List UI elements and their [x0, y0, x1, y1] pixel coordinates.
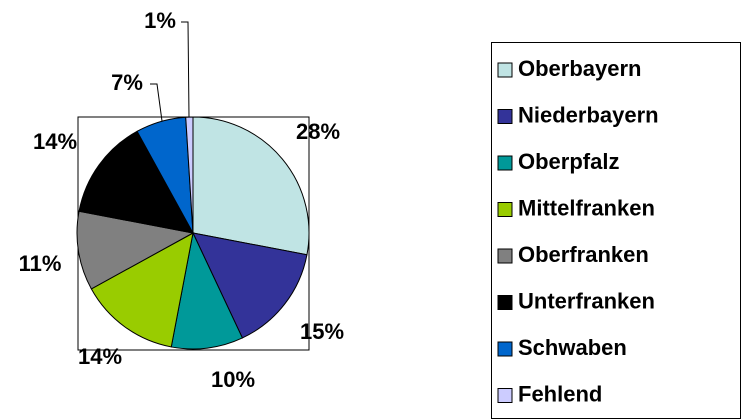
legend-swatch — [497, 388, 513, 403]
pie-slice — [90, 232, 194, 348]
legend-label: Oberpfalz — [518, 149, 619, 174]
legend-label: Niederbayern — [518, 102, 659, 127]
legend-label: Schwaben — [518, 335, 627, 360]
legend-box — [491, 42, 741, 419]
data-label: 11% — [19, 251, 62, 276]
legend-swatch — [497, 202, 513, 217]
data-label: 14% — [33, 129, 77, 154]
legend-swatch — [497, 295, 513, 310]
legend-label: Mittelfranken — [518, 195, 655, 220]
legend-label: Oberfranken — [518, 242, 649, 267]
legend-swatch — [497, 109, 513, 124]
data-label: 1% — [144, 8, 176, 33]
legend-swatch — [497, 248, 513, 264]
pie-slice — [76, 210, 195, 290]
data-label: 15% — [300, 319, 344, 344]
data-label: 28% — [296, 119, 340, 144]
legend-label: Oberbayern — [518, 56, 642, 81]
pie-slice — [185, 116, 194, 234]
data-label: 10% — [211, 367, 255, 392]
data-label: 14% — [78, 344, 122, 369]
pie-slice — [192, 116, 310, 256]
pie-slice — [192, 232, 308, 339]
leader-line — [150, 83, 163, 122]
legend-swatch — [497, 62, 513, 78]
legend-swatch — [497, 341, 513, 357]
legend-swatch — [497, 155, 513, 171]
pie-slice — [170, 231, 244, 350]
leader-line — [181, 21, 190, 118]
legend-label: Unterfranken — [518, 288, 655, 313]
pie-slice — [78, 130, 194, 234]
legend-label: Fehlend — [518, 381, 602, 406]
data-label: 7% — [111, 70, 143, 95]
